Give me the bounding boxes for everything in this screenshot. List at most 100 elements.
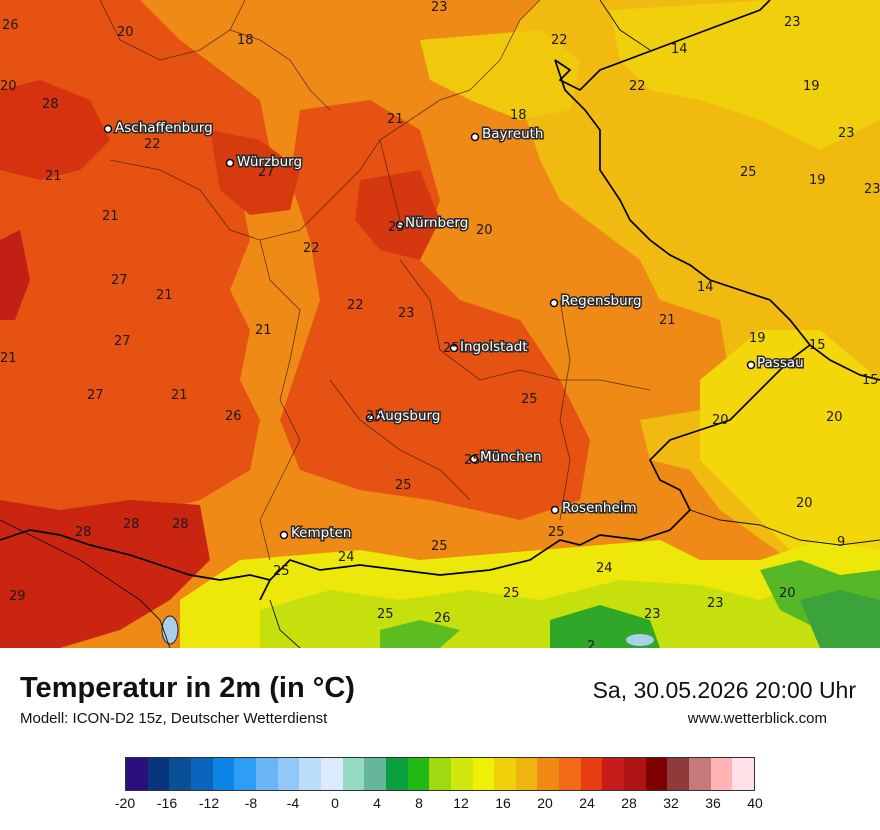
city-regensburg[interactable]: Regensburg: [549, 292, 643, 311]
city-kempten[interactable]: Kempten: [279, 524, 353, 543]
legend-swatch: [515, 758, 538, 790]
city-label: Regensburg: [561, 293, 642, 309]
city-passau[interactable]: Passau: [746, 354, 805, 373]
temp-value: 26: [2, 18, 19, 33]
legend-swatch: [450, 758, 473, 790]
legend-tick-label: 12: [453, 795, 469, 811]
temp-value: 23: [864, 182, 880, 197]
legend-swatch: [364, 758, 386, 790]
city-marker: [746, 360, 756, 370]
hot-zone-west: [0, 0, 270, 520]
city-label: Kempten: [291, 525, 351, 541]
legend-tick-label: 16: [495, 795, 511, 811]
temp-value: 22: [629, 79, 646, 94]
temp-value: 25: [377, 607, 394, 622]
legend-tick-label: -16: [156, 795, 178, 811]
forecast-datetime: Sa, 30.05.2026 20:00 Uhr: [592, 677, 856, 703]
legend-swatch: [537, 758, 560, 790]
temp-value: 27: [111, 273, 128, 288]
temperature-value-labels: 26 20 18 23 22 14 23 20 28 22 22 19 21 1…: [0, 0, 880, 648]
legend-tick-label: -4: [286, 795, 300, 811]
city-label: Aschaffenburg: [115, 120, 213, 136]
legend-swatch: [710, 758, 733, 790]
temp-value: 21: [156, 288, 173, 303]
city-marker: [550, 505, 560, 515]
legend-tick-label: -20: [114, 795, 136, 811]
temp-value: 25: [521, 392, 538, 407]
legend-swatch: [602, 758, 625, 790]
temp-value: 20: [476, 223, 493, 238]
temp-value: 25: [548, 525, 565, 540]
temp-value: 23: [398, 306, 415, 321]
legend-swatch: [234, 758, 256, 790]
temp-value: 21: [0, 351, 17, 366]
temperature-map: Aschaffenburg Würzburg Bayreuth Nürnberg…: [0, 0, 880, 648]
temp-value: 23: [784, 15, 801, 30]
legend-tick-label: 8: [415, 795, 423, 811]
color-legend: [125, 757, 755, 791]
model-info: Modell: ICON-D2 15z, Deutscher Wetterdie…: [20, 710, 328, 727]
temp-value: 25: [388, 220, 405, 235]
cool-zone-fichtelgebirge: [420, 30, 580, 120]
temp-value: 21: [387, 112, 404, 127]
legend-swatch: [212, 758, 235, 790]
alpine-band-green-1: [380, 620, 460, 648]
city-bayreuth[interactable]: Bayreuth: [470, 125, 545, 144]
website-link[interactable]: www.wetterblick.com: [687, 710, 827, 727]
very-hot-zone-nuernberg: [355, 170, 440, 260]
legend-swatch: [407, 758, 430, 790]
city-ingolstadt[interactable]: Ingolstadt: [449, 338, 529, 357]
temp-value: 20: [0, 79, 17, 94]
temp-value: 27: [258, 165, 275, 180]
cool-zone-east: [700, 330, 880, 560]
temp-value: 19: [803, 79, 820, 94]
temp-value: 28: [123, 517, 140, 532]
temp-value: 25: [740, 165, 757, 180]
city-aschaffenburg[interactable]: Aschaffenburg: [103, 119, 214, 138]
legend-tick-label: 40: [747, 795, 763, 811]
temp-value: 21: [102, 209, 119, 224]
temp-value: 21: [255, 323, 272, 338]
neighbor-borders: [0, 0, 880, 648]
very-hot-zone-mainfranken: [210, 130, 300, 215]
legend-swatch: [190, 758, 213, 790]
cool-zone-bavarian-forest: [610, 0, 880, 150]
legend-swatch: [472, 758, 495, 790]
legend-swatch: [126, 758, 148, 790]
city-marker: [365, 413, 375, 423]
temp-value: 23: [431, 0, 448, 15]
city-marker: [103, 124, 113, 134]
legend-swatch: [732, 758, 755, 790]
city-marker: [449, 343, 459, 353]
temp-value: 22: [303, 241, 320, 256]
temp-value: 19: [749, 331, 766, 346]
temp-value: 25: [273, 564, 290, 579]
legend-swatch: [320, 758, 343, 790]
legend-tick-label: 20: [537, 795, 553, 811]
legend-tick-label: 32: [663, 795, 679, 811]
temp-value: 25: [443, 341, 460, 356]
legend-tick-label: 36: [705, 795, 721, 811]
temp-value: 25: [366, 409, 383, 424]
legend-swatch: [559, 758, 581, 790]
city-wuerzburg[interactable]: Würzburg: [225, 153, 304, 172]
city-muenchen[interactable]: München: [469, 448, 543, 467]
legend-tick-label: 28: [621, 795, 637, 811]
temp-value: 24: [338, 550, 355, 565]
city-nuernberg[interactable]: Nürnberg: [395, 214, 470, 233]
city-rosenheim[interactable]: Rosenheim: [550, 499, 638, 518]
temp-value: 21: [45, 169, 62, 184]
temp-value: 25: [395, 478, 412, 493]
city-label: Nürnberg: [405, 215, 468, 231]
legend-tick-label: 0: [331, 795, 339, 811]
hot-zone-west-edge: [0, 230, 30, 320]
temp-value: 25: [431, 539, 448, 554]
temp-value: 22: [347, 298, 364, 313]
city-marker: [395, 220, 405, 230]
city-augsburg[interactable]: Augsburg: [365, 407, 442, 426]
legend-swatch: [494, 758, 516, 790]
city-marker: [549, 298, 559, 308]
temp-value: 20: [712, 413, 729, 428]
city-label: Augsburg: [376, 408, 440, 424]
very-hot-zone-south-west: [0, 500, 210, 648]
